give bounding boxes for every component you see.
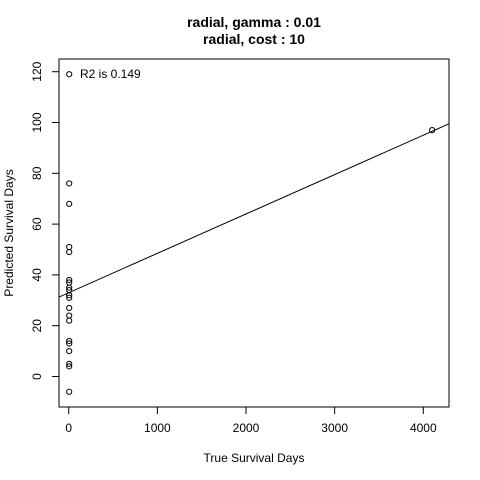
- data-points: [66, 71, 436, 395]
- x-tick-label: 4000: [410, 421, 437, 435]
- data-point: [66, 337, 73, 345]
- x-axis-label: True Survival Days: [204, 451, 305, 465]
- data-point: [66, 292, 73, 299]
- x-tick-label: 1000: [144, 421, 171, 435]
- y-tick-label: 80: [30, 166, 44, 180]
- x-tick-label: 3000: [321, 421, 348, 435]
- data-point: [66, 294, 73, 301]
- y-tick-label: 40: [30, 268, 44, 282]
- x-tick-label: 0: [65, 421, 72, 435]
- data-point: [66, 317, 73, 324]
- y-tick-label: 20: [30, 319, 44, 333]
- data-point: [66, 388, 73, 395]
- data-point: [66, 180, 73, 187]
- data-point: [66, 248, 73, 256]
- data-point: [66, 340, 73, 347]
- fit-line-group: [58, 123, 450, 298]
- data-point: [66, 348, 73, 355]
- data-point: [66, 363, 73, 370]
- y-tick-label: 120: [30, 61, 44, 81]
- chart-subtitle: radial, cost : 10: [203, 31, 305, 47]
- data-point: [66, 304, 73, 312]
- data-point: [66, 71, 73, 78]
- regression-line: [58, 123, 450, 298]
- y-tick-label: 100: [30, 112, 44, 132]
- data-point: [66, 312, 73, 319]
- r2-annotation: R2 is 0.149: [80, 67, 141, 81]
- data-point: [429, 127, 436, 134]
- data-point: [66, 276, 73, 284]
- y-axis: 0 20 40 60 80 100 120: [30, 61, 60, 380]
- data-point: [66, 200, 73, 207]
- x-axis: 0 1000 2000 3000 4000: [65, 406, 437, 435]
- y-axis-label: Predicted Survival Days: [2, 169, 16, 296]
- chart-title: radial, gamma : 0.01: [187, 14, 321, 30]
- data-point: [66, 243, 73, 251]
- data-point: [66, 360, 73, 367]
- data-point: [66, 284, 73, 291]
- y-tick-label: 0: [30, 373, 44, 380]
- x-tick-label: 2000: [233, 421, 260, 435]
- plot-frame: [58, 58, 450, 408]
- y-tick-label: 60: [30, 217, 44, 231]
